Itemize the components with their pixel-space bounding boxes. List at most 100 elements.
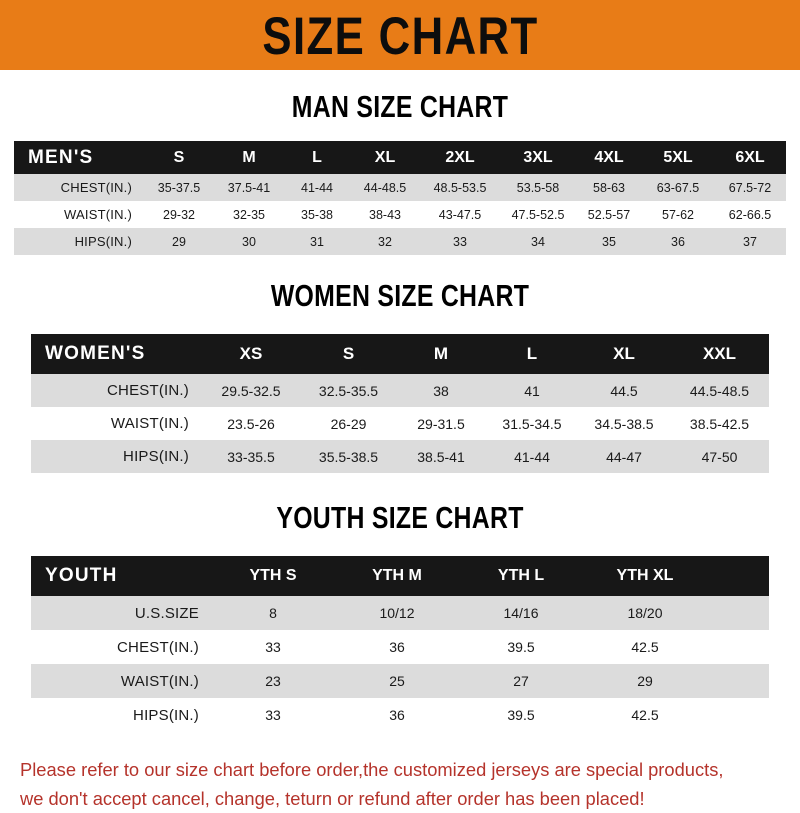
women-row-label-0: CHEST(IN.): [107, 382, 189, 399]
women-cell-1-4: 34.5-38.5: [594, 415, 654, 432]
men-row-label-0: CHEST(IN.): [60, 180, 132, 195]
youth-size-col-spacer: [707, 556, 769, 596]
men-header-label: MEN'S: [28, 146, 94, 168]
youth-cell-0-2: 14/16: [503, 605, 539, 621]
women-cell-1-3: 31.5-34.5: [502, 415, 562, 432]
youth-size-col-2: YTH L: [497, 567, 545, 584]
footer-note: Please refer to our size chart before or…: [20, 756, 772, 813]
table-row: CHEST(IN.) 35-37.5 37.5-41 41-44 44-48.5…: [14, 174, 786, 201]
men-cell-2-8: 37: [743, 234, 757, 249]
women-header-label: WOMEN'S: [45, 343, 146, 364]
men-cell-2-2: 31: [310, 234, 324, 249]
table-row: HIPS(IN.) 33-35.5 35.5-38.5 38.5-41 41-4…: [31, 440, 769, 473]
page-title: SIZE CHART: [261, 5, 539, 65]
women-cell-0-4: 44.5: [610, 382, 638, 399]
youth-cell-2-1: 25: [389, 673, 405, 689]
women-table-header-row: WOMEN'S XS S M L XL XXL: [31, 334, 769, 374]
footer-note-line-1: Please refer to our size chart before or…: [20, 759, 724, 780]
men-table-header-row: MEN'S S M L XL 2XL 3XL 4XL 5XL 6XL: [14, 141, 786, 174]
men-cell-0-0: 35-37.5: [157, 180, 201, 195]
men-cell-2-5: 34: [531, 234, 545, 249]
table-row: CHEST(IN.) 33 36 39.5 42.5: [31, 630, 769, 664]
men-cell-1-8: 62-66.5: [728, 207, 772, 222]
women-cell-1-0: 23.5-26: [227, 415, 275, 432]
women-size-col-1: S: [342, 344, 355, 363]
youth-cell-1-spacer: [707, 630, 769, 664]
women-size-col-3: L: [526, 344, 538, 363]
table-row: WAIST(IN.) 23 25 27 29: [31, 664, 769, 698]
women-cell-2-5: 47-50: [701, 448, 738, 465]
men-cell-2-3: 32: [378, 234, 392, 249]
men-cell-1-2: 35-38: [301, 207, 333, 222]
footer-note-line-2: we don't accept cancel, change, teturn o…: [20, 787, 645, 809]
men-cell-1-5: 47.5-52.5: [511, 207, 565, 222]
women-cell-1-2: 29-31.5: [417, 415, 465, 432]
men-cell-0-7: 63-67.5: [656, 180, 700, 195]
youth-cell-3-spacer: [707, 698, 769, 732]
men-size-col-7: 5XL: [663, 148, 693, 166]
men-size-col-6: 4XL: [594, 148, 624, 166]
women-cell-0-1: 32.5-35.5: [318, 382, 379, 399]
youth-cell-3-3: 42.5: [631, 707, 659, 723]
youth-cell-0-3: 18/20: [627, 605, 663, 621]
men-cell-2-4: 33: [453, 234, 467, 249]
women-size-table: WOMEN'S XS S M L XL XXL CHEST(IN.) 29.5-…: [31, 334, 769, 473]
men-size-col-3: XL: [374, 148, 396, 166]
men-cell-1-7: 57-62: [662, 207, 694, 222]
men-cell-0-8: 67.5-72: [728, 180, 772, 195]
youth-header-label: YOUTH: [45, 565, 118, 586]
page-banner: SIZE CHART: [0, 0, 800, 70]
youth-size-table: YOUTH YTH S YTH M YTH L YTH XL U.S.SIZE …: [31, 556, 769, 732]
men-cell-2-6: 35: [602, 234, 616, 249]
youth-row-label-1: CHEST(IN.): [117, 638, 199, 656]
men-cell-1-3: 38-43: [369, 207, 401, 222]
youth-table-header-row: YOUTH YTH S YTH M YTH L YTH XL: [31, 556, 769, 596]
table-row: HIPS(IN.) 33 36 39.5 42.5: [31, 698, 769, 732]
youth-cell-3-1: 36: [389, 707, 405, 723]
table-row: WAIST(IN.) 29-32 32-35 35-38 38-43 43-47…: [14, 201, 786, 228]
men-cell-0-4: 48.5-53.5: [433, 180, 487, 195]
youth-cell-0-0: 8: [269, 605, 277, 621]
women-section-title: WOMEN SIZE CHART: [270, 278, 530, 314]
youth-cell-0-spacer: [707, 596, 769, 630]
youth-cell-2-2: 27: [513, 673, 529, 689]
men-size-section: MAN SIZE CHART MEN'S S M L XL 2XL 3XL 4X…: [0, 89, 800, 255]
men-cell-0-5: 53.5-58: [516, 180, 560, 195]
women-cell-0-3: 41: [524, 382, 540, 399]
youth-cell-1-1: 36: [389, 639, 405, 655]
men-cell-2-1: 30: [242, 234, 256, 249]
men-cell-0-6: 58-63: [593, 180, 625, 195]
women-size-col-4: XL: [613, 344, 635, 363]
youth-size-col-0: YTH S: [249, 567, 297, 584]
women-cell-2-4: 44-47: [606, 448, 642, 465]
youth-cell-1-0: 33: [265, 639, 281, 655]
men-cell-0-1: 37.5-41: [227, 180, 271, 195]
men-size-col-4: 2XL: [445, 148, 475, 166]
men-cell-1-0: 29-32: [163, 207, 195, 222]
table-row: CHEST(IN.) 29.5-32.5 32.5-35.5 38 41 44.…: [31, 374, 769, 407]
women-cell-2-0: 33-35.5: [227, 448, 275, 465]
women-cell-2-3: 41-44: [514, 448, 550, 465]
youth-cell-1-2: 39.5: [507, 639, 535, 655]
youth-cell-2-3: 29: [637, 673, 653, 689]
women-row-label-2: HIPS(IN.): [123, 448, 189, 465]
youth-size-col-3: YTH XL: [616, 567, 674, 584]
youth-size-section: YOUTH SIZE CHART YOUTH YTH S YTH M YTH L…: [0, 501, 800, 732]
youth-cell-3-0: 33: [265, 707, 281, 723]
women-cell-2-2: 38.5-41: [417, 448, 465, 465]
table-row: HIPS(IN.) 29 30 31 32 33 34 35 36 37: [14, 228, 786, 255]
men-size-col-2: L: [312, 148, 322, 166]
men-cell-0-3: 44-48.5: [363, 180, 407, 195]
youth-row-label-0: U.S.SIZE: [134, 604, 199, 622]
women-cell-0-0: 29.5-32.5: [221, 382, 281, 399]
men-row-label-1: WAIST(IN.): [64, 207, 132, 222]
men-row-label-2: HIPS(IN.): [74, 234, 132, 249]
youth-row-label-3: HIPS(IN.): [133, 706, 199, 724]
youth-cell-1-3: 42.5: [631, 639, 659, 655]
youth-cell-0-1: 10/12: [379, 605, 415, 621]
table-row: WAIST(IN.) 23.5-26 26-29 29-31.5 31.5-34…: [31, 407, 769, 440]
women-cell-0-2: 38: [433, 382, 449, 399]
men-section-title: MAN SIZE CHART: [291, 89, 509, 125]
women-size-col-5: XXL: [702, 344, 737, 363]
men-cell-2-7: 36: [671, 234, 685, 249]
